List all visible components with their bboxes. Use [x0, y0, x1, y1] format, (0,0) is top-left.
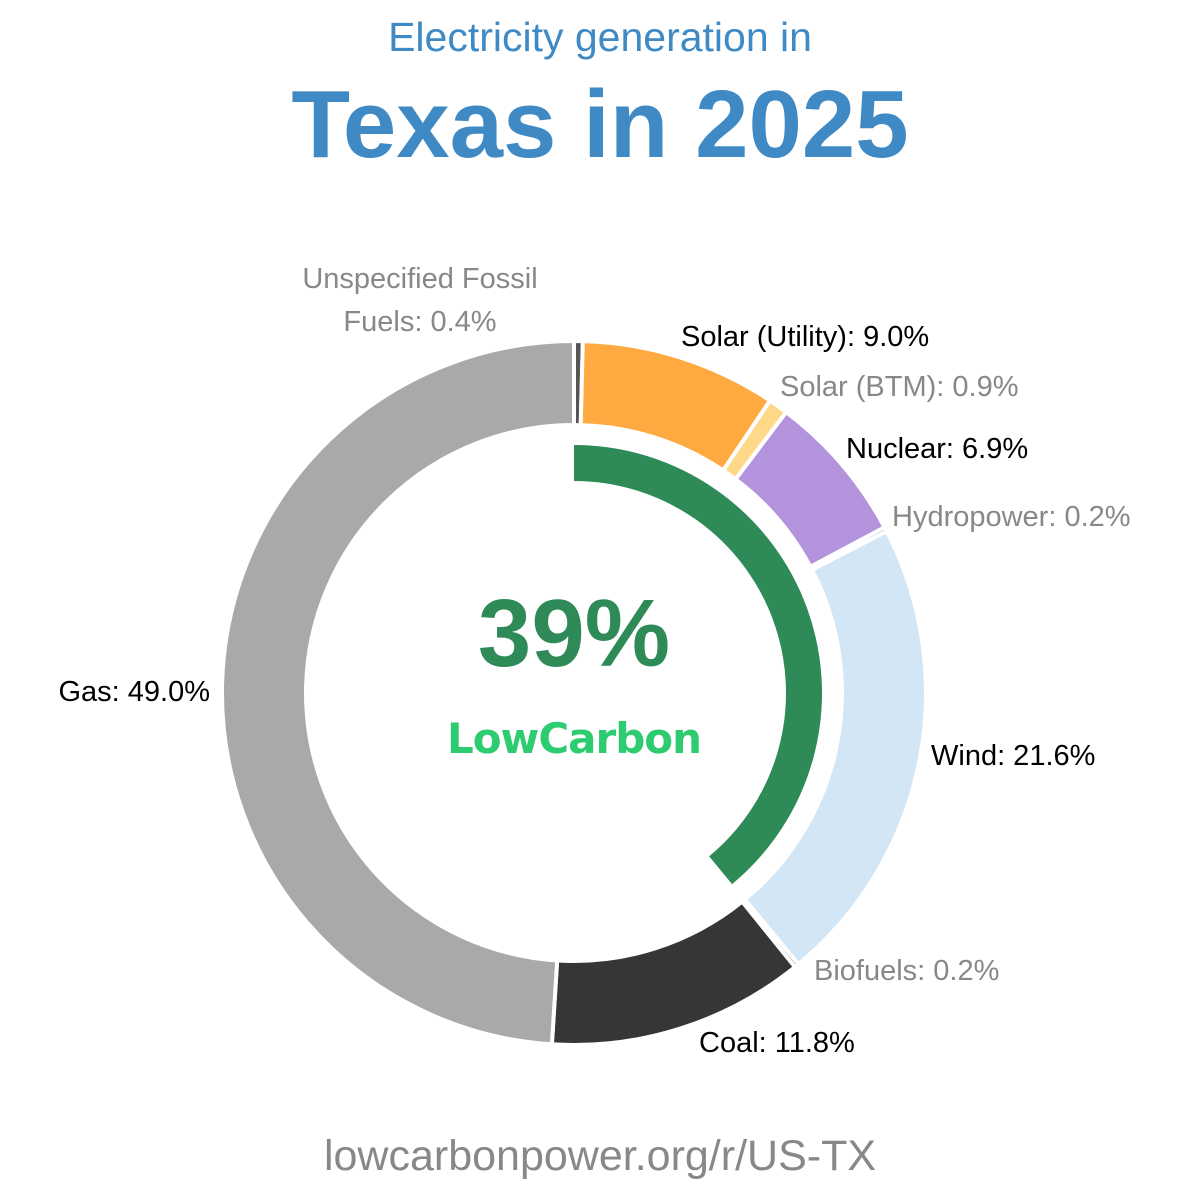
label-unspecified-fossil-fuels: Unspecified Fossil Fuels: 0.4% — [302, 263, 537, 338]
slice-labels: Unspecified Fossil Fuels: 0.4% Solar (Util… — [58, 263, 1130, 1059]
low-carbon-share-arc — [573, 445, 822, 885]
slice-gas — [219, 338, 576, 1047]
slice-coal — [549, 898, 798, 1047]
label-nuclear: Nuclear: 6.9% — [846, 433, 1028, 465]
label-biofuels: Biofuels: 0.2% — [814, 955, 999, 987]
label-solar-btm: Solar (BTM): 0.9% — [780, 371, 1019, 403]
label-wind: Wind: 21.6% — [931, 740, 1095, 772]
label-hydropower: Hydropower: 0.2% — [892, 501, 1131, 533]
chart-subtitle: Electricity generation in — [388, 14, 812, 60]
label-gas: Gas: 49.0% — [58, 676, 210, 708]
source-url[interactable]: lowcarbonpower.org/r/US-TX — [323, 1132, 877, 1180]
chart-title: Texas in 2025 — [291, 71, 909, 178]
donut-slices — [219, 338, 928, 1047]
low-carbon-percentage: 39% — [478, 580, 670, 687]
lowcarbon-logo: LowCarbon — [447, 714, 701, 763]
label-coal: Coal: 11.8% — [699, 1027, 855, 1059]
label-solar-utility: Solar (Utility): 9.0% — [681, 321, 929, 353]
